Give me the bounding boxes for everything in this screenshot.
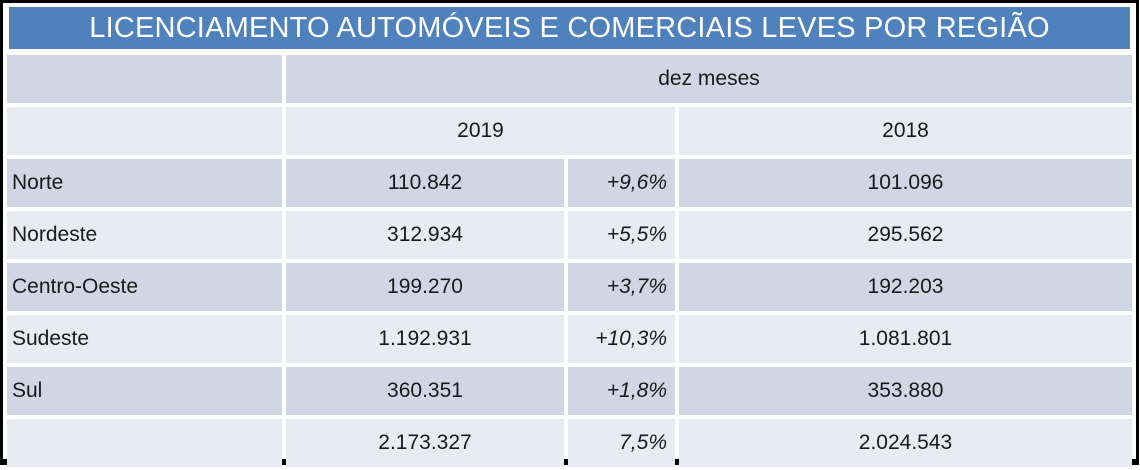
- region-label: Nordeste: [7, 211, 282, 259]
- change-cell: +1,8%: [568, 367, 675, 415]
- total-2018-cell: 2.024.543: [679, 419, 1133, 467]
- total-2019-cell: 2.173.327: [286, 419, 564, 467]
- region-label: Norte: [7, 159, 282, 207]
- year-2018-header: 2018: [679, 107, 1133, 155]
- value-2018-cell: 295.562: [679, 211, 1133, 259]
- change-cell: +3,7%: [568, 263, 675, 311]
- page-title: LICENCIAMENTO AUTOMÓVEIS E COMERCIAIS LE…: [89, 11, 1050, 44]
- total-change-cell: 7,5%: [568, 419, 675, 467]
- value-2019-cell: 360.351: [286, 367, 564, 415]
- empty-cell: [7, 107, 282, 155]
- value-2019-cell: 199.270: [286, 263, 564, 311]
- table-row-sul: Sul 360.351 +1,8% 353.880: [7, 367, 1133, 415]
- value-2019-cell: 110.842: [286, 159, 564, 207]
- table-row-sudeste: Sudeste 1.192.931 +10,3% 1.081.801: [7, 315, 1133, 363]
- empty-corner-cell: [7, 55, 282, 103]
- value-2019-cell: 312.934: [286, 211, 564, 259]
- year-2019-header: 2019: [286, 107, 675, 155]
- value-2018-cell: 101.096: [679, 159, 1133, 207]
- value-2018-cell: 1.081.801: [679, 315, 1133, 363]
- total-row: 2.173.327 7,5% 2.024.543: [7, 419, 1133, 467]
- value-2018-cell: 353.880: [679, 367, 1133, 415]
- region-label: Centro-Oeste: [7, 263, 282, 311]
- change-cell: +5,5%: [568, 211, 675, 259]
- change-cell: +10,3%: [568, 315, 675, 363]
- region-licensing-table: dez meses 2019 2018 Norte 110.842 +9,6% …: [3, 51, 1136, 470]
- value-2019-cell: 1.192.931: [286, 315, 564, 363]
- table-row-norte: Norte 110.842 +9,6% 101.096: [7, 159, 1133, 207]
- value-2018-cell: 192.203: [679, 263, 1133, 311]
- year-header-row: 2019 2018: [7, 107, 1133, 155]
- region-label: Sul: [7, 367, 282, 415]
- table-row-nordeste: Nordeste 312.934 +5,5% 295.562: [7, 211, 1133, 259]
- title-bar: LICENCIAMENTO AUTOMÓVEIS E COMERCIAIS LE…: [9, 7, 1130, 49]
- region-label: Sudeste: [7, 315, 282, 363]
- period-header-row: dez meses: [7, 55, 1133, 103]
- table-row-centro-oeste: Centro-Oeste 199.270 +3,7% 192.203: [7, 263, 1133, 311]
- empty-cell: [7, 419, 282, 467]
- period-header-cell: dez meses: [286, 55, 1133, 103]
- change-cell: +9,6%: [568, 159, 675, 207]
